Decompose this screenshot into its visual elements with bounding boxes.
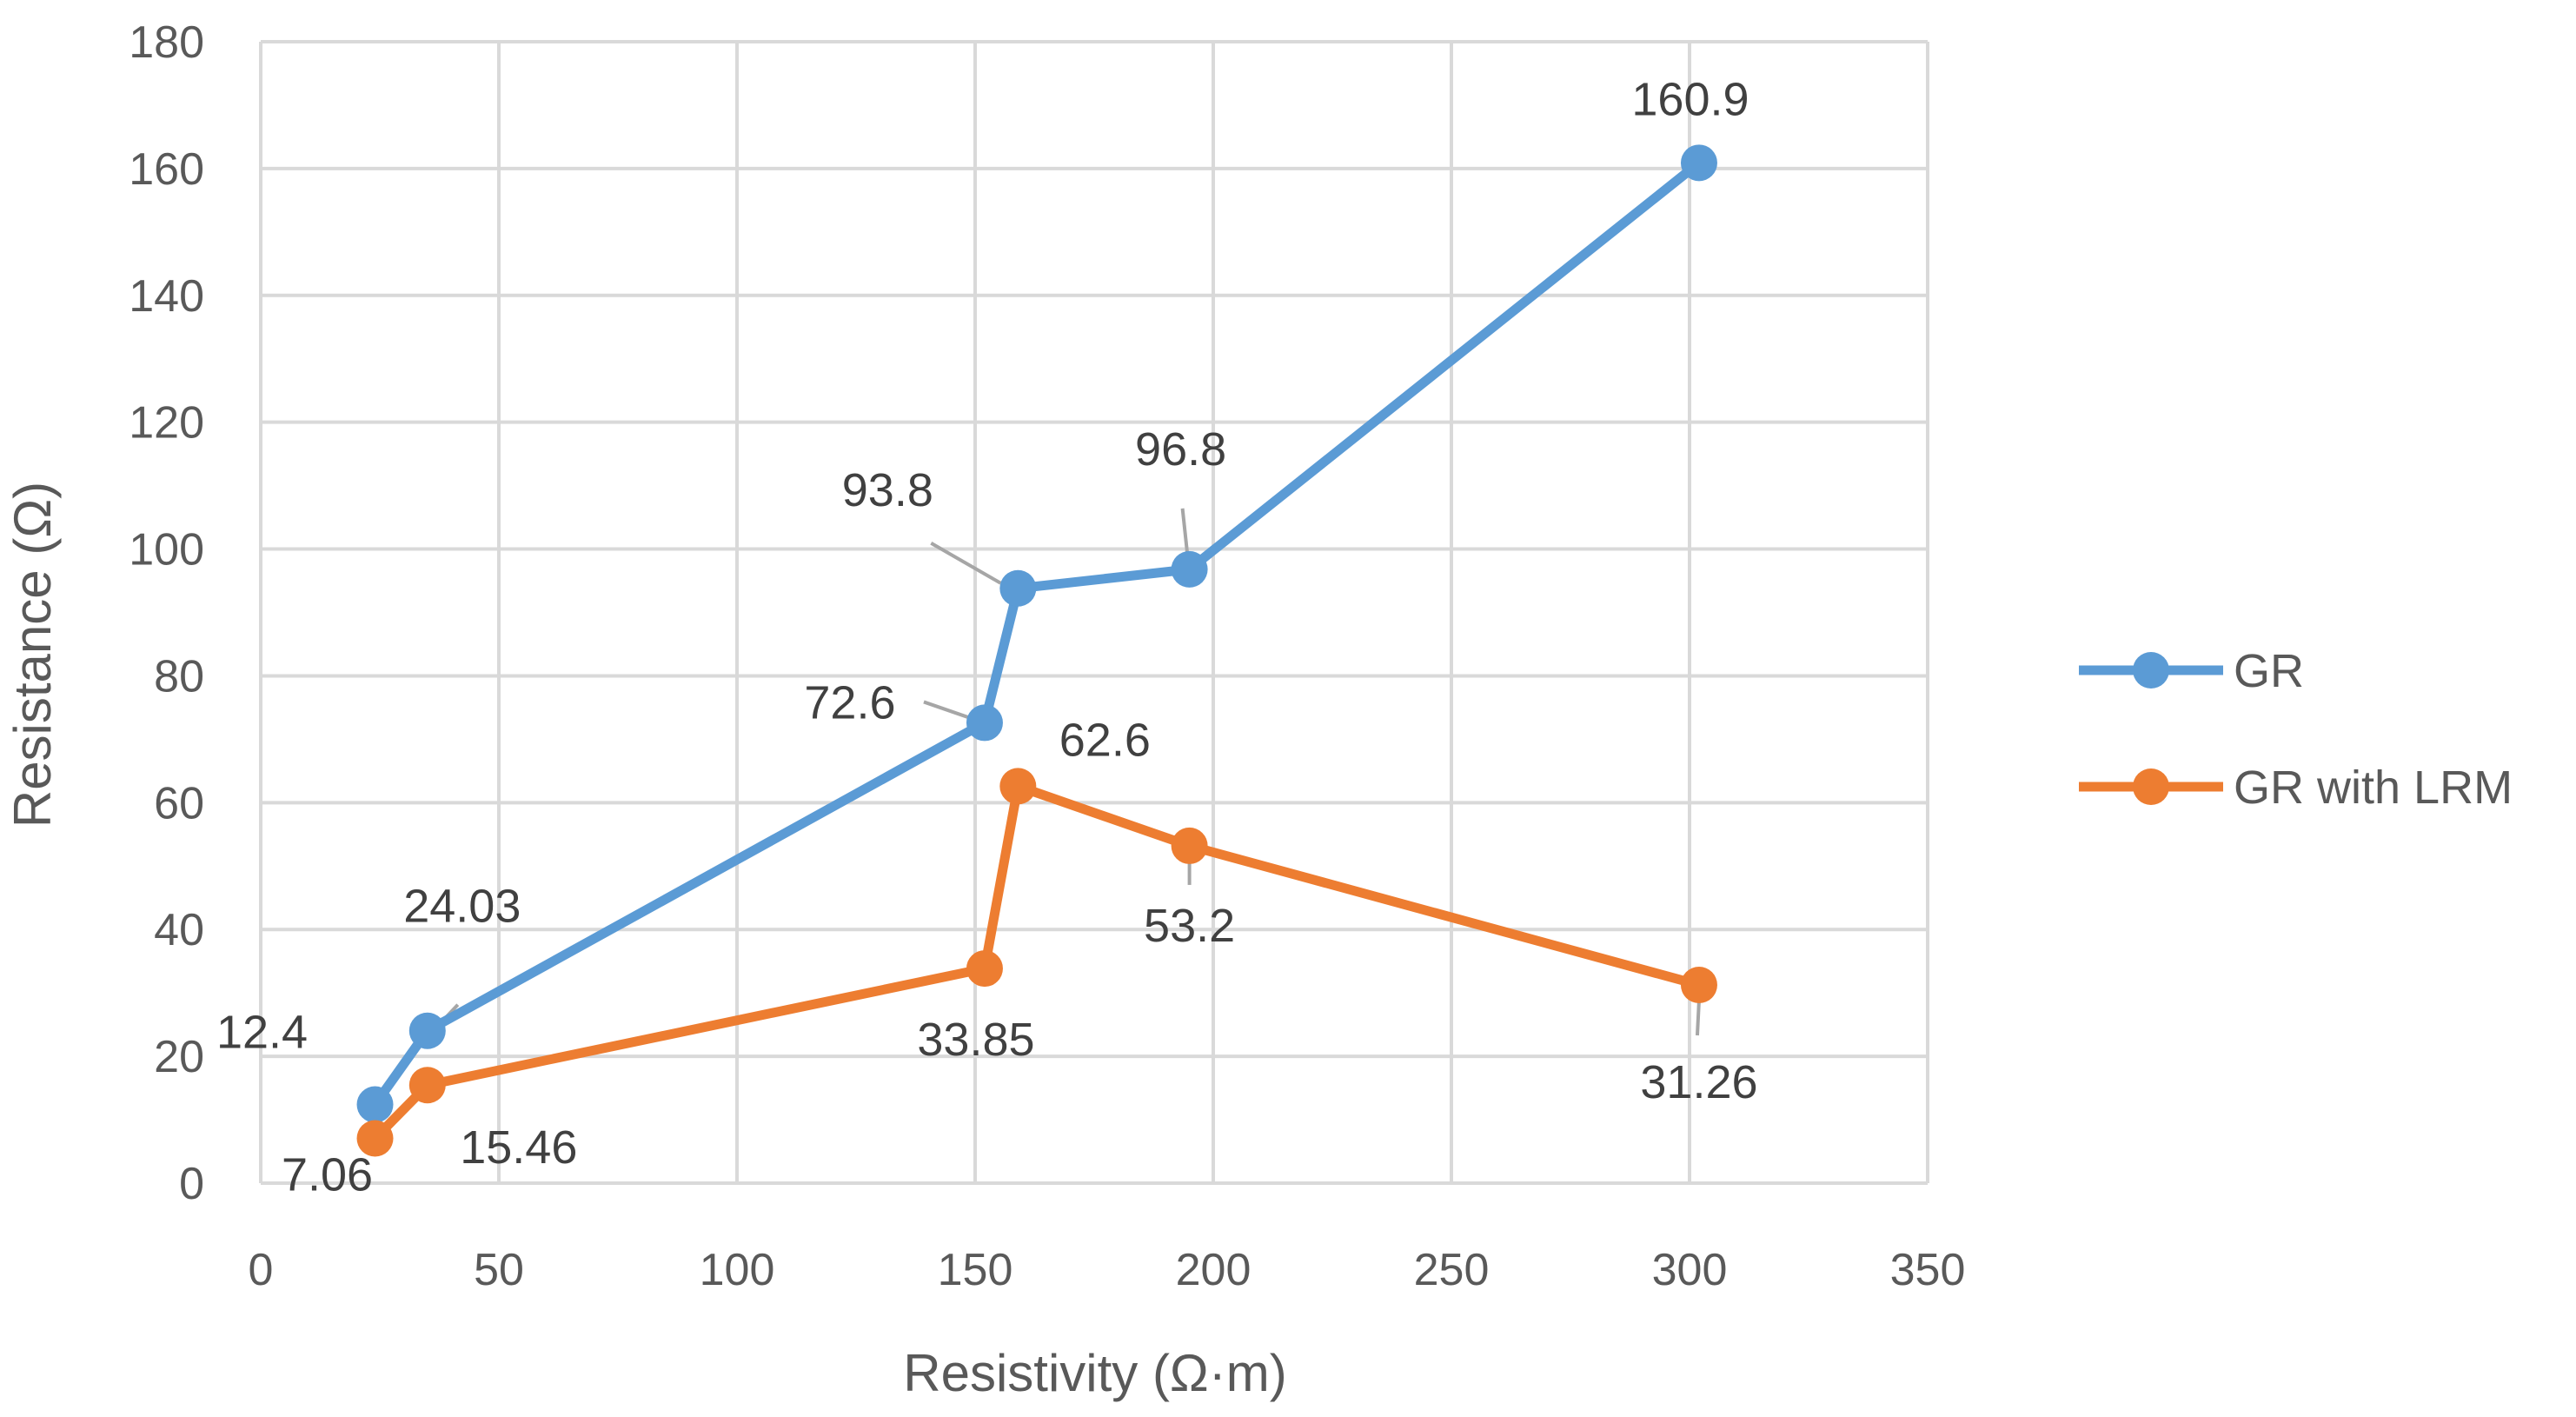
y-tick-label: 80 <box>154 651 204 702</box>
gridlines <box>259 40 1929 1185</box>
x-tick-label: 350 <box>1890 1245 1966 1295</box>
x-tick-label: 250 <box>1414 1245 1490 1295</box>
data-point <box>408 1067 446 1104</box>
label-leader-line <box>923 700 970 720</box>
series-line-gr-with-lrm <box>371 781 1701 1142</box>
data-label: 62.6 <box>1059 714 1151 766</box>
x-tick-label: 50 <box>474 1245 524 1295</box>
data-label: 93.8 <box>842 464 933 516</box>
data-point <box>356 1086 394 1123</box>
data-label: 24.03 <box>403 881 521 933</box>
data-label: 33.85 <box>917 1014 1034 1066</box>
data-label: 96.8 <box>1135 423 1226 476</box>
series-line-gr <box>371 159 1703 1108</box>
y-tick-label: 140 <box>129 271 204 322</box>
data-point <box>356 1120 394 1157</box>
data-point <box>966 704 1003 742</box>
data-point <box>1171 827 1208 864</box>
legend: GR GR with LRM <box>2079 645 2513 814</box>
data-point <box>999 768 1037 805</box>
data-point <box>1680 144 1717 182</box>
x-tick-label: 100 <box>700 1245 775 1295</box>
legend-label: GR with LRM <box>2234 762 2513 814</box>
y-tick-label: 160 <box>129 144 204 195</box>
x-tick-label: 200 <box>1176 1245 1251 1295</box>
data-labels: 12.4 24.03 72.6 93.8 96.8 160.9 7.06 15.46 33.85… <box>216 73 1758 1201</box>
y-tick-label: 60 <box>154 778 204 828</box>
x-tick-label: 300 <box>1652 1245 1728 1295</box>
x-tick-label: 0 <box>249 1245 274 1295</box>
data-point <box>999 569 1037 607</box>
label-leader-lines <box>442 508 1701 1036</box>
series-group <box>356 144 1717 1157</box>
y-tick-label: 100 <box>129 525 204 575</box>
data-label: 53.2 <box>1144 900 1235 952</box>
x-tick-labels: 0 50 100 150 200 250 300 350 <box>249 1245 1966 1295</box>
data-label: 12.4 <box>216 1007 308 1059</box>
y-tick-label: 120 <box>129 398 204 449</box>
data-point <box>966 950 1003 988</box>
legend-marker <box>2133 768 2169 805</box>
y-tick-labels: 0 20 40 60 80 100 120 140 160 180 <box>129 17 204 1209</box>
data-label: 72.6 <box>804 676 895 728</box>
label-leader-line <box>1180 508 1190 558</box>
y-tick-label: 20 <box>154 1032 204 1082</box>
x-tick-label: 150 <box>938 1245 1013 1295</box>
label-leader-line <box>1695 1000 1701 1036</box>
data-point <box>1680 966 1717 1003</box>
label-leader-line <box>930 542 1002 585</box>
y-axis-title: Resistance (Ω) <box>3 482 62 828</box>
legend-marker <box>2133 652 2169 689</box>
data-label: 31.26 <box>1640 1056 1757 1108</box>
y-tick-label: 180 <box>129 17 204 68</box>
data-label: 15.46 <box>460 1121 577 1174</box>
y-tick-label: 40 <box>154 905 204 955</box>
legend-label: GR <box>2234 645 2304 697</box>
data-point <box>408 1012 446 1049</box>
y-tick-label: 0 <box>179 1159 204 1209</box>
x-axis-title: Resistivity (Ω·m) <box>903 1344 1286 1402</box>
data-point <box>1171 550 1208 588</box>
data-label: 7.06 <box>282 1149 373 1201</box>
data-label: 160.9 <box>1631 73 1749 125</box>
